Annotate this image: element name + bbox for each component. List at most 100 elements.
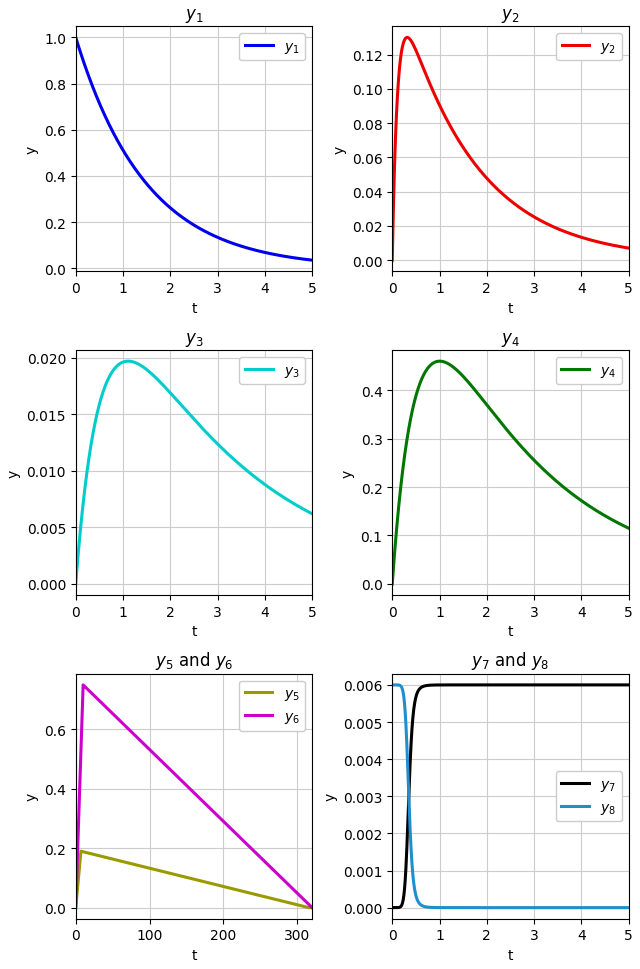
Title: $y_4$: $y_4$ bbox=[501, 330, 520, 348]
Legend: $y_7$, $y_8$: $y_7$, $y_8$ bbox=[556, 771, 621, 822]
Title: $y_3$: $y_3$ bbox=[184, 330, 204, 348]
X-axis label: t: t bbox=[191, 948, 196, 962]
$y_7$ bbox=[479, 679, 487, 691]
Y-axis label: y: y bbox=[323, 793, 337, 800]
$y_1$ bbox=[173, 208, 180, 220]
$y_5$ bbox=[278, 895, 286, 907]
$y_3$ bbox=[278, 491, 286, 503]
$y_8$ bbox=[595, 902, 602, 914]
$y_6$ bbox=[308, 902, 316, 914]
$y_8$ bbox=[490, 902, 497, 914]
$y_2$ bbox=[595, 237, 602, 249]
Title: $y_7$ and $y_8$: $y_7$ and $y_8$ bbox=[471, 650, 550, 672]
Line: $y_5$: $y_5$ bbox=[76, 852, 312, 908]
$y_6$ bbox=[163, 761, 170, 772]
X-axis label: t: t bbox=[508, 301, 513, 315]
$y_3$ bbox=[124, 356, 132, 367]
Y-axis label: y: y bbox=[24, 793, 38, 800]
$y_6$ bbox=[79, 679, 87, 691]
$y_6$ bbox=[99, 699, 107, 710]
$y_1$ bbox=[303, 255, 311, 266]
$y_2$ bbox=[415, 53, 423, 65]
$y_3$ bbox=[72, 578, 79, 590]
$y_2$ bbox=[429, 87, 437, 99]
$y_4$ bbox=[436, 356, 444, 367]
$y_3$ bbox=[99, 388, 106, 399]
$y_8$ bbox=[479, 902, 487, 914]
$y_2$ bbox=[490, 180, 497, 192]
$y_6$ bbox=[278, 873, 286, 885]
$y_4$ bbox=[490, 408, 497, 420]
Line: $y_6$: $y_6$ bbox=[76, 685, 312, 908]
$y_1$ bbox=[99, 106, 106, 117]
Legend: $y_2$: $y_2$ bbox=[556, 34, 621, 61]
$y_5$ bbox=[173, 869, 180, 881]
Legend: $y_3$: $y_3$ bbox=[239, 358, 305, 385]
$y_7$ bbox=[490, 679, 497, 691]
Line: $y_4$: $y_4$ bbox=[392, 361, 628, 584]
$y_8$ bbox=[415, 897, 423, 909]
Title: $y_5$ and $y_6$: $y_5$ and $y_6$ bbox=[155, 650, 233, 672]
Line: $y_8$: $y_8$ bbox=[392, 685, 628, 908]
$y_2$ bbox=[403, 33, 411, 45]
Y-axis label: y: y bbox=[332, 145, 346, 154]
Legend: $y_5$, $y_6$: $y_5$, $y_6$ bbox=[239, 681, 305, 731]
$y_1$ bbox=[113, 135, 120, 146]
$y_2$ bbox=[620, 242, 628, 254]
$y_6$ bbox=[113, 712, 120, 724]
$y_5$ bbox=[77, 846, 84, 858]
$y_5$ bbox=[304, 902, 312, 914]
$y_5$ bbox=[308, 902, 316, 914]
$y_2$ bbox=[625, 243, 632, 255]
Title: $y_2$: $y_2$ bbox=[501, 7, 520, 25]
Y-axis label: y: y bbox=[24, 145, 38, 154]
$y_7$ bbox=[595, 679, 602, 691]
Line: $y_7$: $y_7$ bbox=[392, 685, 628, 908]
Y-axis label: y: y bbox=[341, 469, 355, 477]
$y_4$ bbox=[625, 523, 632, 535]
$y_7$ bbox=[625, 679, 632, 691]
$y_8$ bbox=[620, 902, 628, 914]
Y-axis label: y: y bbox=[7, 469, 21, 477]
$y_3$ bbox=[173, 394, 180, 406]
Title: $y_1$: $y_1$ bbox=[184, 7, 204, 25]
Legend: $y_1$: $y_1$ bbox=[239, 34, 305, 61]
Line: $y_3$: $y_3$ bbox=[76, 361, 312, 584]
$y_3$ bbox=[113, 361, 120, 373]
X-axis label: t: t bbox=[191, 625, 196, 639]
$y_7$ bbox=[415, 684, 423, 696]
$y_7$ bbox=[388, 902, 396, 914]
$y_4$ bbox=[388, 578, 396, 590]
$y_1$ bbox=[308, 255, 316, 266]
$y_5$ bbox=[99, 851, 107, 862]
$y_5$ bbox=[72, 902, 79, 914]
$y_8$ bbox=[388, 679, 396, 691]
$y_1$ bbox=[278, 251, 286, 263]
Line: $y_2$: $y_2$ bbox=[392, 39, 628, 261]
$y_8$ bbox=[625, 902, 632, 914]
$y_4$ bbox=[479, 394, 487, 406]
Legend: $y_4$: $y_4$ bbox=[556, 358, 621, 385]
$y_2$ bbox=[479, 169, 487, 180]
$y_4$ bbox=[429, 358, 437, 369]
$y_4$ bbox=[595, 507, 602, 518]
$y_6$ bbox=[72, 902, 79, 914]
$y_4$ bbox=[415, 380, 423, 391]
$y_6$ bbox=[304, 897, 312, 909]
$y_3$ bbox=[304, 506, 312, 517]
$y_4$ bbox=[620, 520, 628, 532]
$y_5$ bbox=[163, 866, 170, 878]
$y_5$ bbox=[113, 855, 120, 866]
$y_7$ bbox=[620, 679, 628, 691]
X-axis label: t: t bbox=[508, 948, 513, 962]
$y_3$ bbox=[308, 509, 316, 520]
$y_1$ bbox=[72, 33, 79, 45]
X-axis label: t: t bbox=[508, 625, 513, 639]
$y_1$ bbox=[163, 200, 170, 211]
X-axis label: t: t bbox=[191, 301, 196, 315]
$y_3$ bbox=[163, 384, 170, 395]
Line: $y_1$: $y_1$ bbox=[76, 39, 312, 261]
$y_6$ bbox=[173, 770, 180, 782]
$y_8$ bbox=[429, 902, 437, 914]
$y_2$ bbox=[388, 255, 396, 266]
